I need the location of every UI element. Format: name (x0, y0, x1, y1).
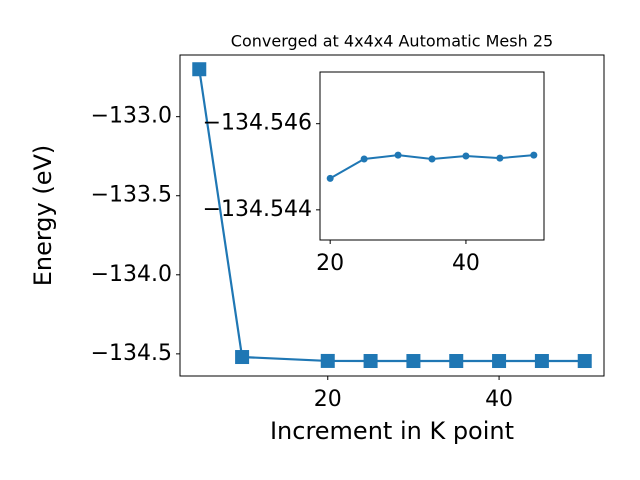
y-tick-label: −134.5 (91, 341, 172, 366)
x-tick-label: 20 (316, 251, 344, 276)
axes-frame (179, 54, 605, 377)
marker (192, 62, 207, 77)
marker (534, 354, 549, 369)
marker (428, 155, 436, 163)
chart-title: Converged at 4x4x4 Automatic Mesh 25 (231, 32, 553, 51)
x-tick-label: 20 (314, 387, 342, 412)
marker (326, 174, 334, 182)
y-tick-label: −134.546 (203, 111, 312, 136)
y-tick-label: −134.544 (203, 197, 312, 222)
marker (496, 154, 504, 162)
marker (406, 354, 421, 369)
marker (492, 354, 507, 369)
marker (462, 152, 470, 160)
marker (530, 151, 538, 159)
y-tick-label: −133.5 (91, 183, 172, 208)
marker (320, 353, 335, 368)
marker (235, 350, 250, 365)
marker (360, 155, 368, 163)
x-tick-label: 40 (485, 387, 513, 412)
axes-frame (319, 71, 545, 241)
marker (363, 354, 378, 369)
marker (577, 354, 592, 369)
marker (449, 354, 464, 369)
x-axis-label: Increment in K point (270, 417, 514, 445)
y-axis-label: Energy (eV) (29, 145, 57, 287)
y-tick-label: −133.0 (91, 104, 172, 129)
marker (394, 151, 402, 159)
y-tick-label: −134.0 (91, 262, 172, 287)
x-tick-label: 40 (452, 251, 480, 276)
